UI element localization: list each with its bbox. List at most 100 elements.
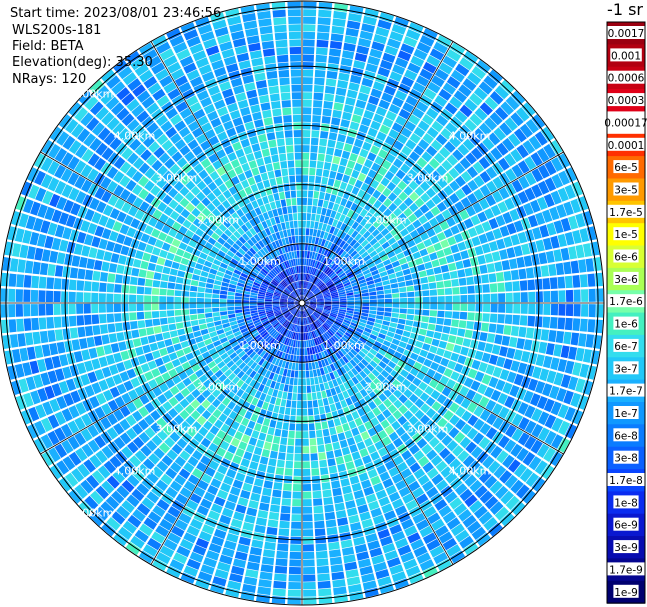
heatmap-cell xyxy=(269,93,280,102)
heatmap-cell xyxy=(355,224,364,233)
heatmap-cell xyxy=(288,167,295,176)
heatmap-cell xyxy=(91,292,99,303)
heatmap-cell xyxy=(377,299,385,303)
heatmap-cell xyxy=(208,460,220,471)
heatmap-cell xyxy=(303,325,305,333)
heatmap-cell xyxy=(358,350,366,358)
heatmap-cell xyxy=(200,437,211,448)
heatmap-cell xyxy=(310,445,318,454)
heatmap-cell xyxy=(357,340,365,347)
heatmap-cell xyxy=(283,353,289,361)
heatmap-cell xyxy=(89,512,105,527)
heatmap-cell xyxy=(302,114,312,122)
heatmap-cell xyxy=(317,199,324,207)
heatmap-cell xyxy=(379,271,388,277)
heatmap-cell xyxy=(315,168,323,177)
heatmap-cell xyxy=(246,444,255,453)
heatmap-cell xyxy=(473,188,485,201)
heatmap-cell xyxy=(436,281,444,289)
heatmap-cell xyxy=(305,235,309,243)
heatmap-cell xyxy=(362,306,370,310)
heatmap-cell xyxy=(132,509,146,522)
heatmap-cell xyxy=(323,162,332,170)
heatmap-cell xyxy=(183,480,196,492)
heatmap-cell xyxy=(241,417,250,427)
heatmap-cell xyxy=(319,406,325,415)
heatmap-cell xyxy=(381,160,392,170)
heatmap-cell xyxy=(76,292,84,303)
heatmap-cell xyxy=(498,187,510,200)
heatmap-cell xyxy=(222,397,231,407)
heatmap-cell xyxy=(272,348,278,357)
heatmap-cell xyxy=(538,252,548,265)
heatmap-cell xyxy=(407,532,421,544)
heatmap-cell xyxy=(248,437,258,446)
heatmap-cell xyxy=(473,128,486,141)
heatmap-cell xyxy=(283,414,290,423)
heatmap-cell xyxy=(557,359,567,373)
heatmap-cell xyxy=(303,265,306,273)
heatmap-cell xyxy=(513,463,527,478)
heatmap-cell xyxy=(558,304,566,316)
heatmap-cell xyxy=(271,185,278,194)
heatmap-cell xyxy=(363,344,371,352)
heatmap-cell xyxy=(321,351,327,359)
heatmap-cell xyxy=(320,413,327,422)
heatmap-cell xyxy=(319,273,326,280)
heatmap-cell xyxy=(412,512,426,524)
heatmap-cell xyxy=(145,278,153,287)
heatmap-cell xyxy=(262,48,275,57)
heatmap-cell xyxy=(354,300,362,303)
heatmap-cell xyxy=(289,39,301,47)
heatmap-cell xyxy=(568,215,579,230)
heatmap-cell xyxy=(521,243,531,255)
heatmap-cell xyxy=(323,294,331,298)
heatmap-cell xyxy=(1,272,10,287)
heatmap-cell xyxy=(271,412,278,421)
heatmap-cell xyxy=(280,85,291,93)
heatmap-cell xyxy=(294,446,302,454)
heatmap-cell xyxy=(384,460,396,471)
heatmap-cell xyxy=(389,343,398,351)
heatmap-cell xyxy=(316,345,321,353)
heatmap-cell xyxy=(473,87,488,101)
heatmap-cell xyxy=(302,77,313,85)
heatmap-cell xyxy=(315,422,322,430)
heatmap-cell xyxy=(451,319,459,328)
heatmap-cell xyxy=(127,474,140,487)
heatmap-cell xyxy=(269,450,278,459)
heatmap-cell xyxy=(261,377,268,386)
heatmap-cell xyxy=(368,391,378,400)
heatmap-cell xyxy=(360,285,368,291)
heatmap-cell xyxy=(306,340,309,348)
heatmap-cell xyxy=(549,206,560,221)
heatmap-cell xyxy=(581,304,589,317)
heatmap-cell xyxy=(334,502,345,512)
heatmap-cell xyxy=(171,443,183,455)
heatmap-cell xyxy=(169,559,185,571)
heatmap-cell xyxy=(375,246,384,254)
heatmap-cell xyxy=(321,334,327,342)
heatmap-cell xyxy=(431,518,445,531)
heatmap-cell xyxy=(314,414,321,423)
heatmap-cell xyxy=(322,333,329,341)
heatmap-cell xyxy=(323,323,330,330)
heatmap-cell xyxy=(339,65,352,74)
heatmap-cell xyxy=(558,420,570,436)
heatmap-cell xyxy=(355,343,363,350)
heatmap-cell xyxy=(397,415,408,426)
heatmap-cell xyxy=(317,17,331,26)
heatmap-cell xyxy=(377,307,385,312)
heatmap-cell xyxy=(484,253,494,263)
heatmap-cell xyxy=(333,179,341,188)
heatmap-cell xyxy=(343,372,351,381)
heatmap-cell xyxy=(368,287,376,293)
start-time-label: Start time: 2023/08/01 23:46:56 xyxy=(10,6,222,21)
heatmap-cell xyxy=(246,153,255,162)
heatmap-cell xyxy=(265,534,277,543)
heatmap-cell xyxy=(212,307,220,312)
heatmap-cell xyxy=(464,474,477,487)
heatmap-cell xyxy=(229,363,238,372)
heatmap-cell xyxy=(193,432,204,443)
heatmap-cell xyxy=(168,323,177,331)
